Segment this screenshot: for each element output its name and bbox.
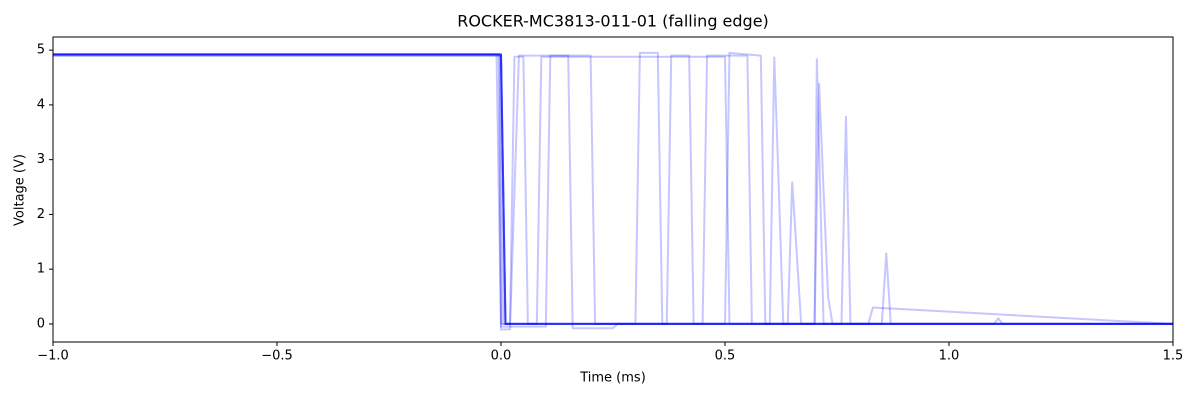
trace bbox=[53, 54, 1173, 325]
y-tick-label: 0 bbox=[37, 316, 45, 331]
chart-title: ROCKER-MC3813-011-01 (falling edge) bbox=[457, 12, 769, 31]
trace bbox=[53, 53, 1173, 325]
y-tick-label: 5 bbox=[37, 43, 45, 58]
y-tick-label: 1 bbox=[37, 262, 45, 277]
y-tick-label: 3 bbox=[37, 152, 45, 167]
trace bbox=[53, 53, 1173, 325]
x-tick-label: −0.5 bbox=[261, 349, 293, 364]
trace bbox=[53, 53, 1173, 325]
y-tick-label: 2 bbox=[37, 207, 45, 222]
x-tick-label: 1.0 bbox=[939, 349, 960, 364]
trace bbox=[53, 51, 1173, 325]
x-axis-label: Time (ms) bbox=[579, 371, 646, 386]
trace bbox=[53, 51, 1174, 325]
trace bbox=[53, 53, 1173, 325]
x-tick-label: 1.5 bbox=[1163, 349, 1184, 364]
y-tick-label: 4 bbox=[37, 97, 45, 112]
y-axis-label: Voltage (V) bbox=[13, 154, 28, 226]
trace bbox=[53, 53, 1173, 325]
x-tick-label: 0.5 bbox=[715, 349, 736, 364]
plot-frame bbox=[52, 36, 1174, 343]
trace bbox=[53, 52, 1173, 328]
trace bbox=[53, 53, 1173, 331]
x-tick-label: 0.0 bbox=[491, 349, 512, 364]
x-tick-label: −1.0 bbox=[37, 349, 69, 364]
